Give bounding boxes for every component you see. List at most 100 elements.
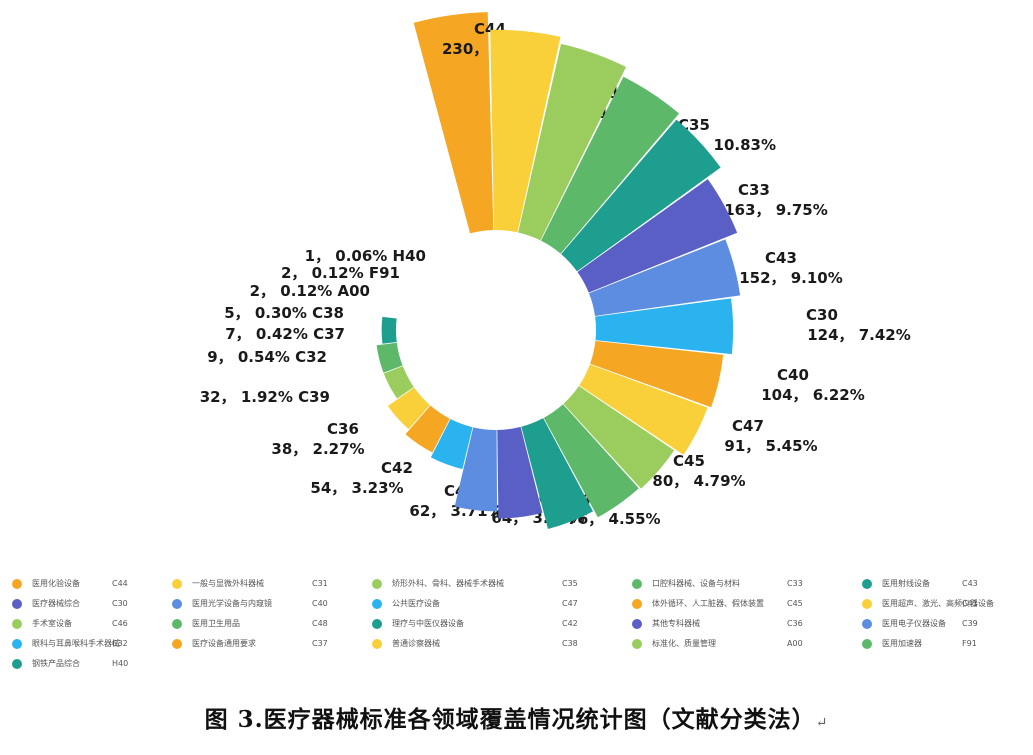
legend-code: C38 (562, 639, 578, 648)
legend-swatch (862, 599, 872, 609)
segment-c48 (543, 404, 639, 518)
label-code-c43: C43 (765, 249, 797, 267)
legend-name: 医用卫生用品 (192, 619, 240, 628)
legend-name: 医用加速器 (882, 639, 922, 648)
legend-name: 医用射线设备 (882, 579, 930, 588)
label-code-c40: C40 (777, 366, 809, 384)
paragraph-mark: ↵ (815, 715, 829, 731)
label-code-c47: C47 (732, 417, 764, 435)
segment-c42 (521, 418, 593, 529)
legend-code: C36 (787, 619, 803, 628)
label-value-c43: 152， 9.10% (739, 269, 843, 287)
label-value-c30: 124， 7.42% (807, 326, 911, 344)
label-h40: 1， 0.06% H40 (305, 247, 426, 265)
legend-name: 眼科与耳鼻喉科手术器械 (32, 639, 120, 648)
legend-name: 其他专科器械 (652, 619, 700, 628)
legend-swatch (12, 619, 22, 629)
label-value-c33: 163， 9.75% (724, 201, 828, 219)
legend-name: 医疗器械综合 (32, 599, 80, 608)
legend-code: C40 (312, 599, 328, 608)
legend-swatch (632, 639, 642, 649)
legend-swatch (12, 599, 22, 609)
legend-code: C43 (962, 579, 978, 588)
legend-code: F91 (962, 639, 977, 648)
legend-swatch (862, 579, 872, 589)
label-f91: 2， 0.12% F91 (281, 264, 400, 282)
label-code-c36: C36 (327, 420, 359, 438)
legend-name: 口腔科器械、设备与材料 (652, 579, 740, 588)
legend-swatch (172, 639, 182, 649)
legend-code: C47 (562, 599, 578, 608)
legend-swatch (372, 639, 382, 649)
legend-name: 医用化验设备 (32, 579, 80, 588)
segment-c41 (579, 364, 708, 455)
legend-swatch (372, 599, 382, 609)
segment-c45 (590, 340, 724, 408)
label-value-c41: 76， 4.55% (567, 510, 660, 528)
label-code-c42: C42 (381, 459, 413, 477)
legend-code: A00 (787, 639, 803, 648)
legend-swatch (862, 619, 872, 629)
legend-swatch (632, 619, 642, 629)
segment-f91 (376, 342, 403, 373)
legend-code: C48 (312, 619, 328, 628)
label-c32: 9， 0.54% C32 (207, 348, 327, 366)
label-c37: 7， 0.42% C37 (225, 325, 345, 343)
legend-name: 医疗设备通用要求 (192, 639, 256, 648)
segment-c47 (595, 298, 734, 355)
segment-c40 (588, 239, 741, 316)
legend-code: C41 (962, 599, 978, 608)
segment-a00 (383, 366, 414, 399)
segment-c33 (540, 76, 680, 254)
figure-caption: 图 3.医疗器械标准各领域覆盖情况统计图（文献分类法）↵ (0, 700, 1033, 734)
label-value-c45: 80， 4.79% (652, 472, 745, 490)
legend-swatch (632, 579, 642, 589)
legend-code: C31 (312, 579, 328, 588)
legend-name: 医用光学设备与内窥镜 (192, 599, 272, 608)
legend-name: 标准化、质量管理 (652, 639, 716, 648)
caption-text: 图 3.医疗器械标准各领域覆盖情况统计图（文献分类法） (204, 706, 816, 733)
segment-c39 (454, 427, 498, 512)
segment-c31 (490, 29, 561, 233)
label-value-c42: 54， 3.23% (310, 479, 403, 497)
label-code-c30: C30 (806, 306, 838, 324)
legend-code: C35 (562, 579, 578, 588)
legend-name: 钢铁产品综合 (32, 659, 80, 668)
segment-c37 (405, 405, 450, 453)
label-value-c47: 91， 5.45% (724, 437, 817, 455)
legend-swatch (172, 619, 182, 629)
legend-code: C33 (787, 579, 803, 588)
segment-c36 (497, 426, 543, 519)
legend-swatch (862, 639, 872, 649)
legend-code: C37 (312, 639, 328, 648)
legend-name: 医用电子仪器设备 (882, 619, 946, 628)
legend-name: 医用超声、激光、高频仪器设备 (882, 599, 994, 608)
segment-c38 (387, 387, 430, 430)
legend-code: C46 (112, 619, 128, 628)
legend-name: 公共医疗设备 (392, 599, 440, 608)
legend-swatch (12, 579, 22, 589)
label-value-c36: 38， 2.27% (271, 440, 364, 458)
legend-swatch (372, 579, 382, 589)
segment-c43 (561, 119, 721, 272)
label-a00: 2， 0.12% A00 (250, 282, 370, 300)
legend-swatch (172, 599, 182, 609)
segment-c30 (577, 179, 738, 293)
legend-name: 普通诊察器械 (392, 639, 440, 648)
legend-swatch (12, 639, 22, 649)
label-code-c33: C33 (738, 181, 770, 199)
segment-h40 (381, 316, 397, 344)
legend-swatch (172, 579, 182, 589)
segment-c35 (518, 43, 627, 241)
legend-code: C44 (112, 579, 128, 588)
legend-swatch (372, 619, 382, 629)
legend-code: C39 (962, 619, 978, 628)
label-c39: 32， 1.92% C39 (200, 388, 330, 406)
label-code-c45: C45 (673, 452, 705, 470)
segment-c46 (563, 385, 675, 489)
legend-code: C42 (562, 619, 578, 628)
legend-name: 矫形外科、骨科、器械手术器械 (392, 579, 504, 588)
legend-code: H40 (112, 659, 129, 668)
segment-c32 (430, 419, 473, 470)
